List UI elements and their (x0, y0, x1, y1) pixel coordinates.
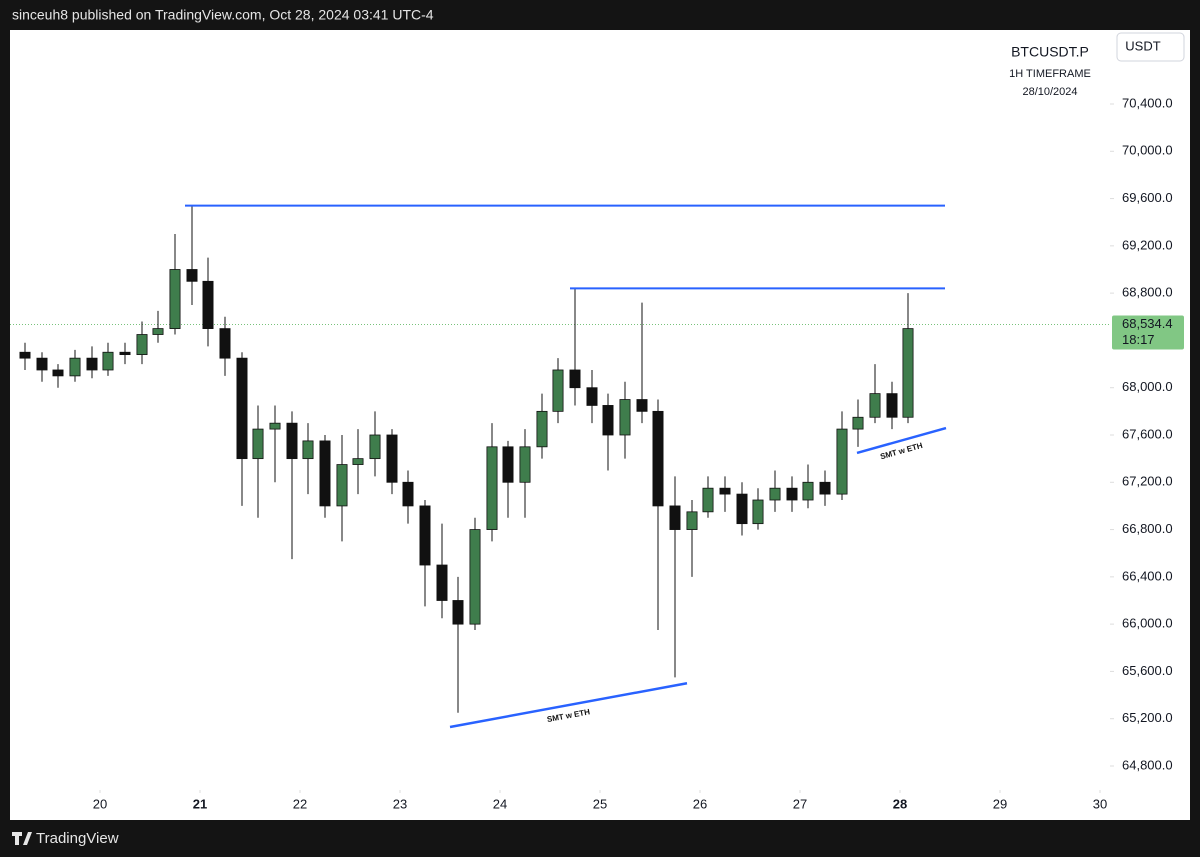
candle-body (36, 357, 48, 371)
y-tick-label: 67,200.0 (1122, 474, 1173, 489)
candle-body (652, 410, 664, 507)
candle-body (552, 369, 564, 412)
candle-body (752, 499, 764, 525)
currency-box[interactable] (1116, 32, 1185, 62)
candle-body (86, 357, 98, 371)
candle-body (202, 280, 214, 330)
x-tick-label: 20 (93, 796, 107, 811)
candle-body (302, 440, 314, 460)
date: 28/10/2024 (1022, 86, 1077, 98)
header-text: sinceuh8 published on TradingView.com, O… (12, 7, 434, 23)
candle-body (319, 440, 331, 507)
candle-body (119, 351, 131, 356)
footer-logo (12, 832, 32, 845)
candle-body (286, 422, 298, 460)
candle-body (569, 369, 581, 389)
trend-line (449, 682, 688, 729)
candle-body (852, 416, 864, 430)
chart-area (10, 30, 1190, 820)
y-tick-label: 66,400.0 (1122, 568, 1173, 583)
candle-body (219, 328, 231, 359)
x-tick-label: 25 (593, 796, 607, 811)
candle-body (586, 387, 598, 406)
y-tick-label: 65,600.0 (1122, 663, 1173, 678)
y-tick-label: 69,200.0 (1122, 237, 1173, 252)
candle-body (902, 328, 914, 418)
candle-body (669, 505, 681, 530)
currency[interactable]: USDT (1125, 38, 1160, 53)
candle-body (536, 410, 548, 448)
y-tick-label: 69,600.0 (1122, 190, 1173, 205)
candle-body (802, 481, 814, 501)
x-tick-label: 22 (293, 796, 307, 811)
candle-body (486, 446, 498, 530)
y-tick-label: 64,800.0 (1122, 757, 1173, 772)
x-tick-label: 23 (393, 796, 407, 811)
candle-body (686, 511, 698, 530)
candle-body (452, 600, 464, 625)
candle-body (502, 446, 514, 483)
countdown: 18:17 (1122, 332, 1155, 347)
y-tick-label: 65,200.0 (1122, 710, 1173, 725)
y-tick-label: 66,800.0 (1122, 521, 1173, 536)
candle-body (419, 505, 431, 566)
last-price-label: 68,534.4 (1122, 316, 1173, 331)
candle-body (702, 487, 714, 513)
candle-body (836, 428, 848, 495)
candle-body (719, 487, 731, 495)
candle-body (69, 357, 81, 377)
y-tick-label: 68,800.0 (1122, 285, 1173, 300)
candle-body (369, 434, 381, 460)
candle-body (352, 458, 364, 465)
candle-body (619, 399, 631, 436)
candle-body (786, 487, 798, 501)
candle-body (769, 487, 781, 501)
x-tick-label: 30 (1093, 796, 1107, 811)
candle-body (436, 564, 448, 601)
candle-body (469, 529, 481, 625)
candle-body (136, 334, 148, 356)
candle-body (186, 269, 198, 282)
candle-body (736, 493, 748, 525)
candle-body (602, 405, 614, 436)
candle-body (519, 446, 531, 483)
candle-body (52, 369, 64, 377)
candle-body (336, 464, 348, 507)
x-tick-label: 24 (493, 796, 507, 811)
y-tick-label: 68,000.0 (1122, 379, 1173, 394)
candle-body (152, 328, 164, 335)
candle-body (102, 351, 114, 371)
trend-line (856, 426, 947, 455)
candle-body (252, 428, 264, 460)
x-tick-label: 27 (793, 796, 807, 811)
candle-body (402, 481, 414, 507)
timeframe: 1H TIMEFRAME (1009, 68, 1091, 80)
y-tick-label: 67,600.0 (1122, 426, 1173, 441)
candle-body (886, 393, 898, 418)
candle-body (636, 399, 648, 412)
candle-body (269, 422, 281, 430)
symbol: BTCUSDT.P (1011, 44, 1089, 60)
candle-body (169, 269, 181, 330)
y-tick-label: 70,000.0 (1122, 143, 1173, 158)
x-tick-label: 29 (993, 796, 1007, 811)
candle-body (19, 351, 31, 359)
candle-body (869, 393, 881, 418)
x-tick-label: 26 (693, 796, 707, 811)
y-tick-label: 66,000.0 (1122, 616, 1173, 631)
x-tick-label: 21 (193, 796, 207, 811)
candle-body (386, 434, 398, 483)
footer-brand: TradingView (36, 830, 119, 847)
candle-body (236, 357, 248, 460)
candle-body (819, 481, 831, 495)
x-tick-label: 28 (893, 796, 907, 811)
y-tick-label: 70,400.0 (1122, 95, 1173, 110)
last-price-box (1112, 315, 1184, 350)
